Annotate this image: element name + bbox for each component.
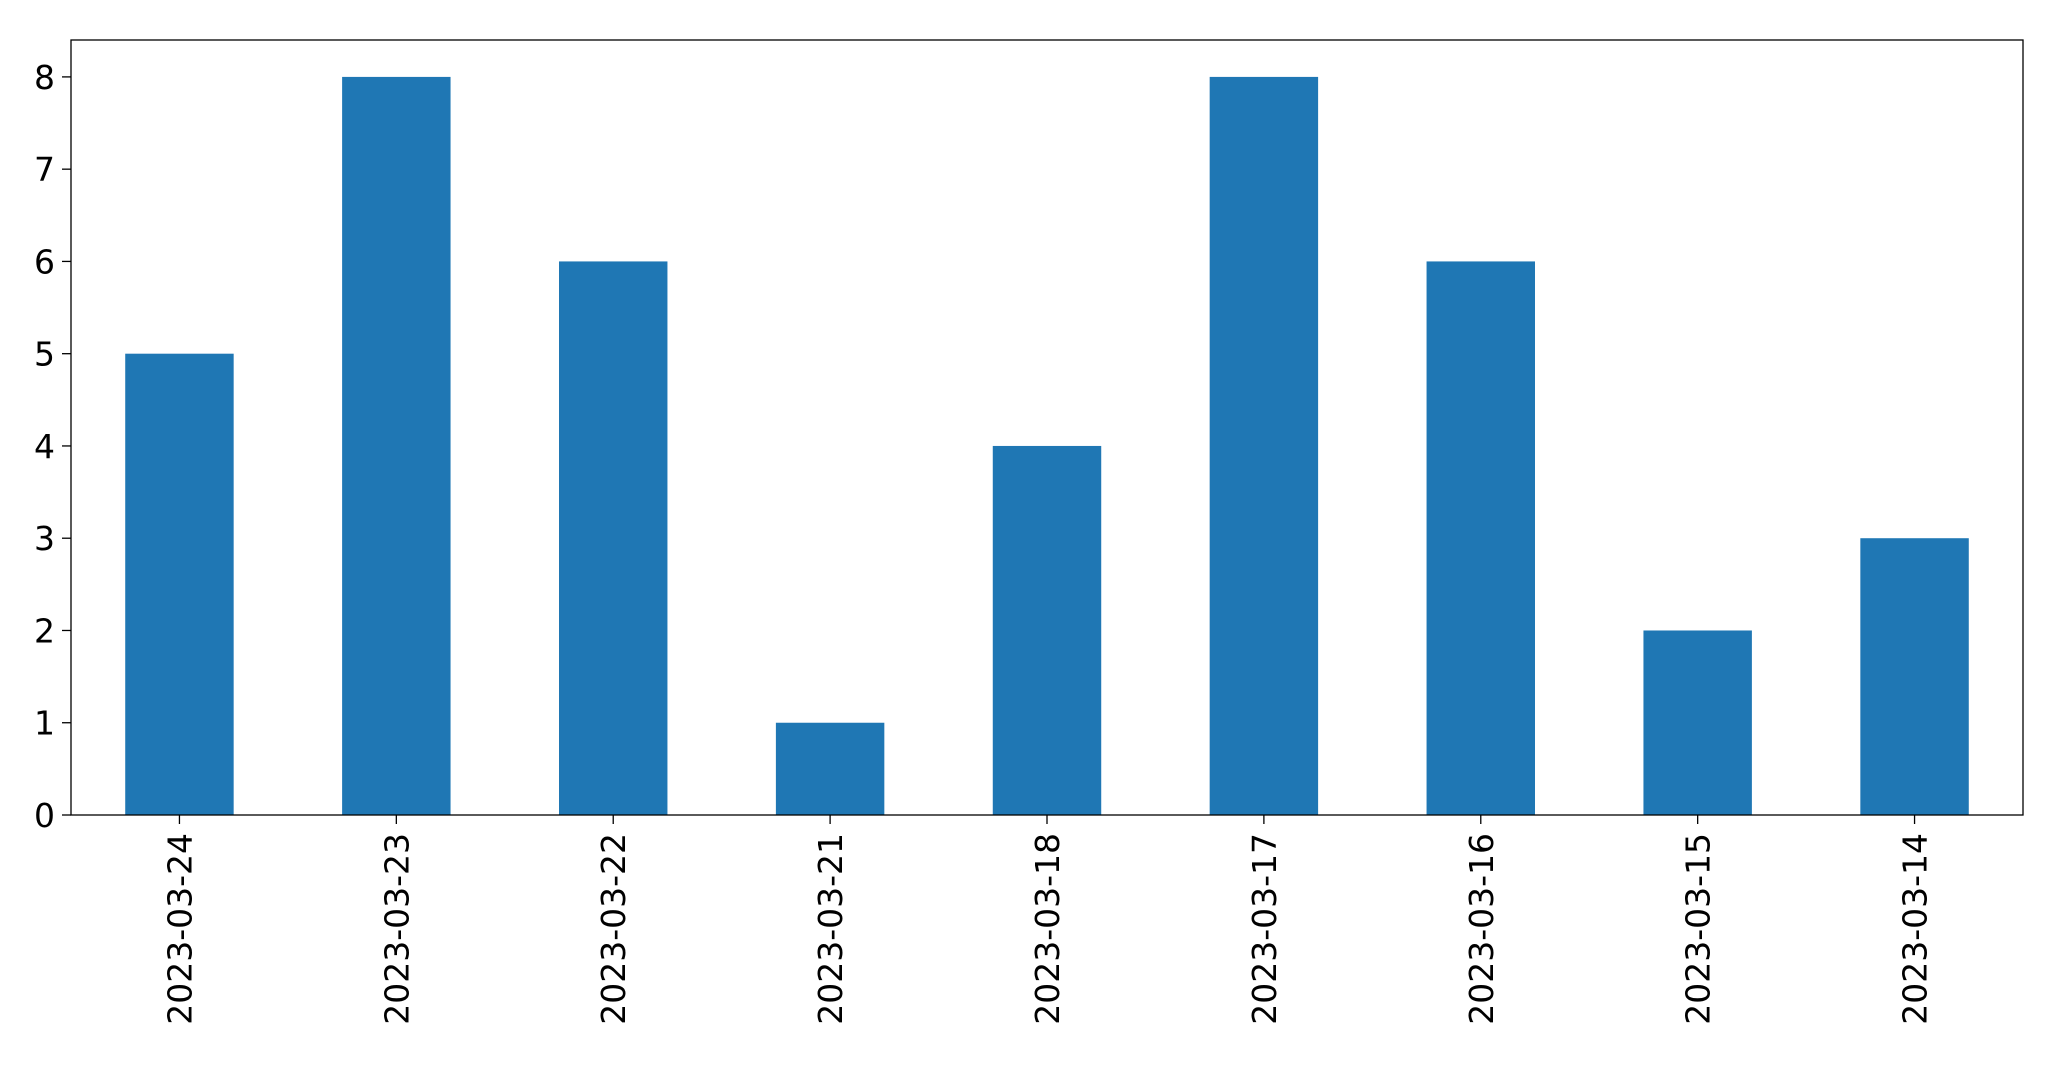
plot-frame (70, 39, 2024, 816)
bar-2023-03-22 (559, 261, 668, 815)
y-tick-label: 6 (34, 242, 55, 281)
bar-2023-03-23 (342, 76, 451, 815)
bar-2023-03-17 (1209, 76, 1319, 815)
y-tick-label: 3 (34, 519, 55, 558)
bar-2023-03-18 (992, 445, 1102, 815)
y-axis: 0 1 2 3 4 5 6 7 8 (34, 58, 71, 835)
x-tick-label: 2023-03-22 (594, 833, 633, 1025)
bars-group (125, 76, 1969, 815)
y-tick-label: 4 (34, 427, 55, 466)
y-tick-label: 0 (34, 796, 55, 835)
x-tick-label: 2023-03-17 (1245, 833, 1284, 1025)
x-tick-label: 2023-03-23 (377, 833, 416, 1025)
y-tick-label: 8 (34, 58, 55, 97)
x-tick-label: 2023-03-15 (1679, 833, 1718, 1025)
bar-2023-03-16 (1426, 261, 1535, 815)
y-tick-label: 7 (34, 150, 55, 189)
y-tick-label: 2 (34, 611, 55, 650)
bar-2023-03-15 (1643, 630, 1752, 815)
y-tick-label: 5 (34, 335, 55, 374)
x-tick-label: 2023-03-21 (811, 833, 850, 1025)
x-tick-label: 2023-03-14 (1896, 833, 1935, 1025)
x-tick-label: 2023-03-16 (1462, 833, 1501, 1025)
bar-2023-03-24 (125, 353, 234, 815)
x-axis: 2023-03-24 2023-03-23 2023-03-22 2023-03-21… (160, 815, 1935, 1025)
x-tick-label: 2023-03-24 (160, 833, 199, 1025)
bar-2023-03-21 (775, 722, 885, 815)
x-tick-label: 2023-03-18 (1028, 833, 1067, 1025)
bar-2023-03-14 (1860, 538, 1969, 815)
y-tick-label: 1 (34, 704, 55, 743)
